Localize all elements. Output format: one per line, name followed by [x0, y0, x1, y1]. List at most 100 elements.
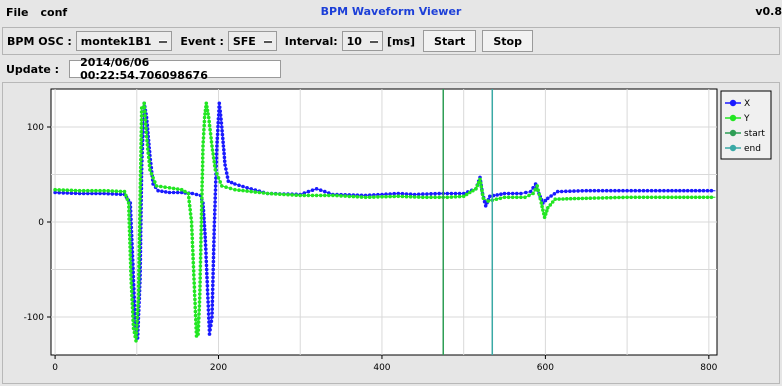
series-Y-point	[190, 236, 195, 241]
series-X-point	[396, 191, 401, 196]
series-Y-point	[327, 193, 331, 198]
series-Y-point	[480, 188, 484, 193]
series-X-point	[211, 255, 216, 260]
series-Y-point	[135, 315, 140, 320]
series-X-point	[211, 251, 216, 256]
series-X-point	[637, 188, 642, 193]
series-Y-point	[128, 253, 133, 257]
series-Y-point	[553, 197, 557, 201]
series-X-point	[211, 247, 216, 252]
event-select[interactable]: SFE	[227, 31, 277, 51]
series-Y-point	[481, 196, 486, 201]
series-Y-point	[194, 322, 198, 326]
bpm-osc-select[interactable]: montek1B1	[75, 31, 173, 51]
series-Y-point	[533, 187, 537, 192]
series-Y-point	[200, 168, 205, 172]
series-Y-point	[625, 195, 629, 200]
series-X-point	[223, 163, 227, 167]
series-Y-point	[604, 196, 609, 200]
series-Y-point	[453, 195, 458, 199]
series-Y-point	[588, 196, 593, 200]
series-Y-point	[269, 191, 274, 196]
series-Y-point	[542, 215, 547, 220]
series-Y-point	[273, 192, 278, 196]
dropdown-arrow-icon	[159, 39, 168, 43]
series-X-point	[237, 183, 241, 188]
series-X-point	[437, 191, 442, 196]
series-X-point	[212, 240, 216, 244]
series-X-point	[202, 220, 206, 224]
update-timestamp-field[interactable]: 2014/06/06 00:22:54.706098676	[69, 56, 282, 82]
series-Y-point	[191, 260, 196, 265]
series-Y-point	[196, 332, 200, 336]
series-X-point	[210, 315, 214, 319]
series-Y-point	[131, 326, 136, 331]
series-Y-point	[199, 208, 204, 212]
series-X-point	[613, 188, 617, 193]
series-Y-point	[128, 265, 133, 269]
series-X-point	[205, 284, 210, 288]
series-Y-point	[400, 194, 405, 199]
series-X-point	[510, 191, 515, 196]
series-Y-point	[302, 193, 307, 198]
series-Y-point	[210, 144, 214, 148]
series-Y-point	[298, 193, 303, 198]
series-Y-point	[408, 195, 413, 199]
series-X-point	[220, 132, 225, 137]
series-X-point	[588, 188, 593, 193]
series-Y-point	[198, 264, 203, 268]
series-X-point	[204, 263, 209, 268]
series-X-point	[94, 191, 98, 196]
menu-conf[interactable]: conf	[40, 5, 68, 19]
series-Y-point	[171, 186, 176, 191]
series-X-point	[214, 152, 219, 156]
series-X-point	[689, 188, 694, 193]
series-Y-point	[147, 163, 152, 168]
series-X-point	[212, 212, 217, 216]
series-Y-point	[136, 284, 141, 288]
series-Y-point	[137, 236, 142, 241]
series-Y-point	[61, 188, 66, 192]
series-Y-point	[127, 229, 132, 233]
menu-file[interactable]: File	[6, 5, 29, 19]
series-Y-point	[536, 188, 540, 192]
series-Y-point	[192, 289, 197, 293]
series-Y-point	[245, 189, 249, 193]
interval-value: 10	[346, 34, 362, 48]
series-Y-point	[138, 209, 142, 213]
series-Y-point	[149, 172, 154, 176]
series-Y-point	[545, 209, 549, 213]
series-Y-point	[148, 168, 152, 172]
series-Y-point	[206, 112, 210, 116]
series-Y-point	[139, 137, 143, 142]
series-Y-point	[546, 206, 550, 210]
series-X-point	[621, 188, 625, 193]
series-Y-point	[151, 176, 155, 180]
interval-label: Interval:	[284, 34, 338, 48]
series-Y-point	[127, 209, 131, 213]
series-Y-point	[197, 312, 201, 316]
series-Y-point	[216, 176, 221, 180]
series-X-point	[221, 140, 225, 144]
series-X-point	[457, 191, 462, 196]
start-button[interactable]: Start	[423, 30, 477, 52]
series-X-point	[81, 191, 86, 196]
series-Y-point	[94, 188, 98, 193]
series-Y-point	[200, 156, 205, 160]
series-Y-point	[137, 225, 142, 229]
series-Y-point	[211, 156, 216, 160]
series-Y-point	[193, 305, 197, 310]
series-Y-point	[130, 306, 135, 310]
series-X-point	[98, 191, 102, 196]
series-Y-point	[535, 184, 539, 188]
series-Y-point	[127, 217, 131, 221]
series-Y-point	[197, 316, 201, 320]
series-Y-point	[190, 240, 195, 245]
series-Y-point	[187, 199, 191, 204]
series-Y-point	[265, 191, 270, 196]
series-Y-point	[392, 194, 397, 199]
interval-select[interactable]: 10	[341, 31, 383, 51]
series-Y-point	[138, 173, 143, 178]
stop-button[interactable]: Stop	[482, 30, 533, 52]
series-Y-point	[568, 196, 573, 201]
